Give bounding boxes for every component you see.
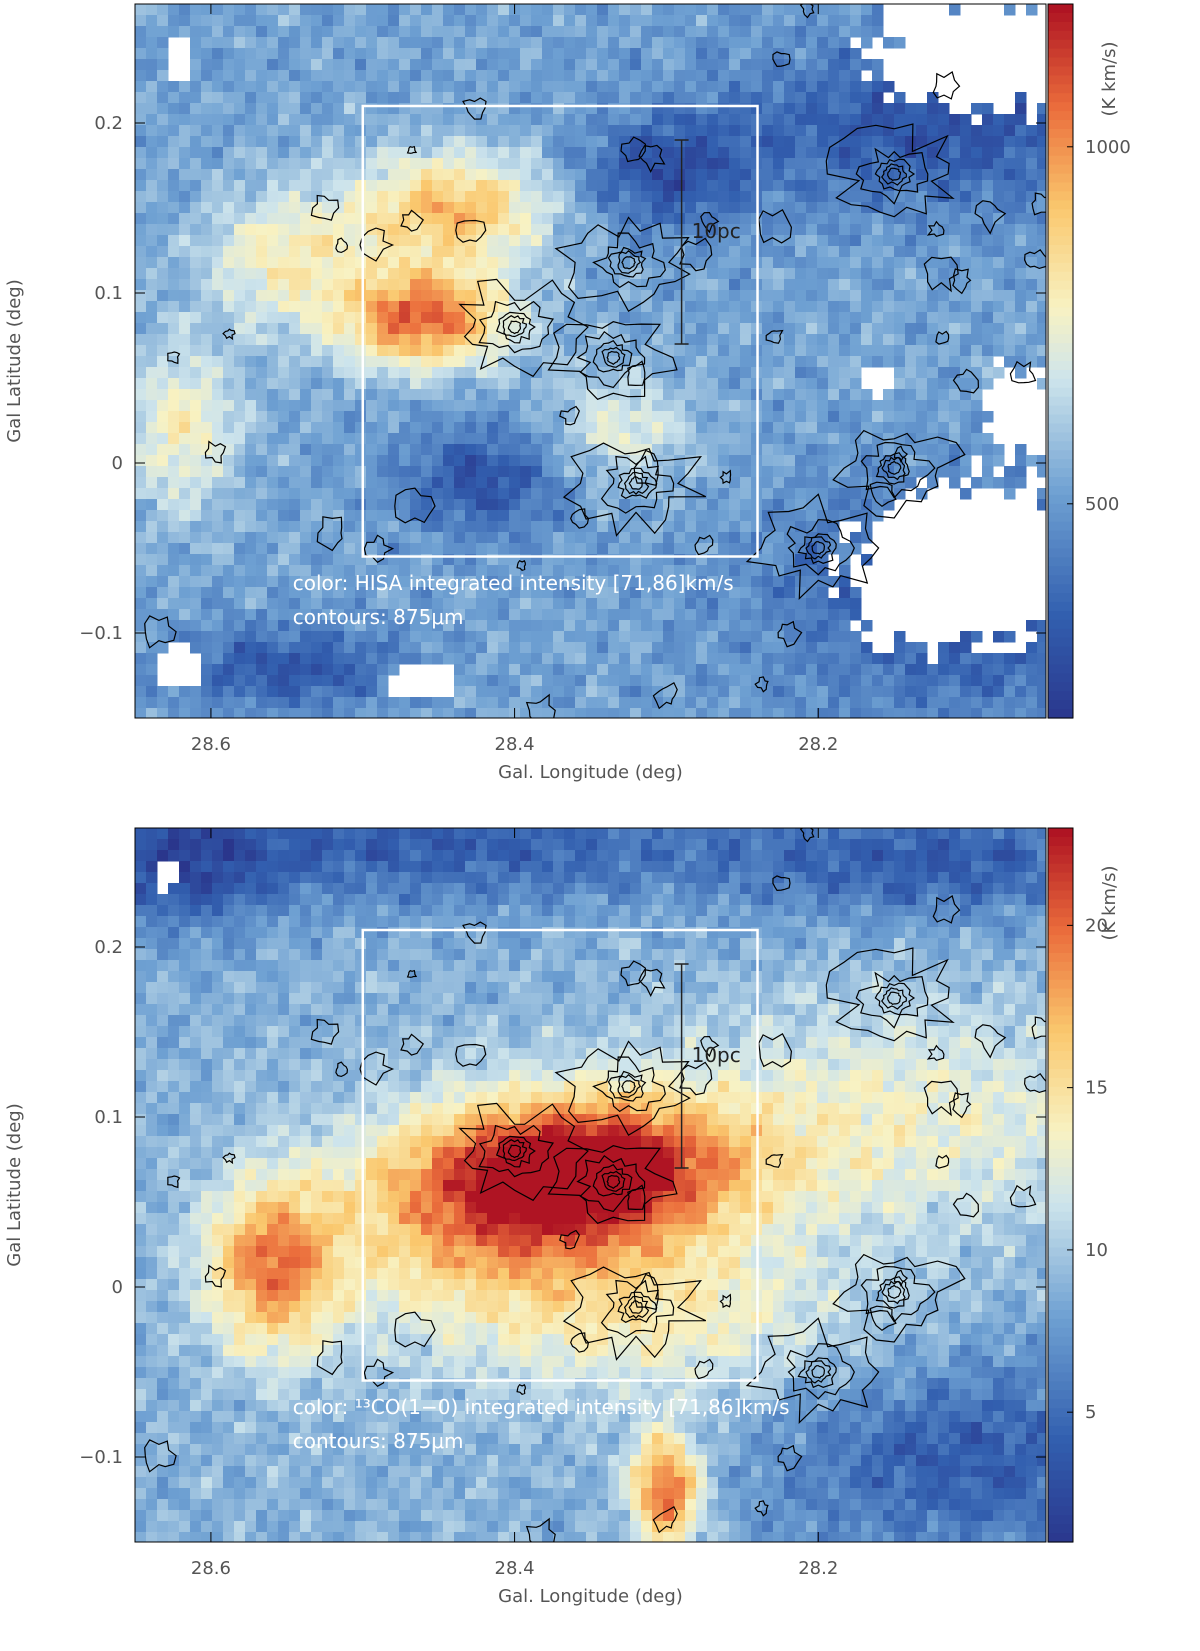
y-axis-label: Gal Latitude (deg): [4, 279, 25, 442]
y-tick-label: −0.1: [79, 1447, 123, 1468]
hisa-map-chart: 10pc color: HISA integrated intensity [71…: [0, 0, 1200, 823]
y-tick-label: −0.1: [79, 623, 123, 644]
colorbar-tick-label: 500: [1085, 494, 1119, 515]
colorbar-tick-label: 15: [1085, 1078, 1108, 1099]
heatmap-image: [135, 828, 1049, 1544]
y-tick-label: 0.2: [94, 937, 123, 958]
colorbar-label: (K km/s): [1099, 866, 1120, 941]
y-tick-label: 0.1: [94, 283, 123, 304]
annotation-color: color: HISA integrated intensity [71,86]…: [293, 571, 734, 595]
colorbar-tick-label: 5: [1085, 1402, 1096, 1423]
annotation-contours: contours: 875μm: [293, 1429, 464, 1453]
x-tick-label: 28.2: [798, 734, 838, 755]
annotation-contours: contours: 875μm: [293, 605, 464, 629]
co-map-chart: 10pc color: ¹³CO(1−0) integrated intensit…: [0, 824, 1200, 1647]
y-tick-label: 0.2: [94, 113, 123, 134]
x-tick-label: 28.4: [495, 1558, 535, 1579]
x-tick-label: 28.4: [495, 734, 535, 755]
colorbar-tick-label: 10: [1085, 1240, 1108, 1261]
x-tick-label: 28.6: [191, 734, 231, 755]
colorbar-label: (K km/s): [1099, 42, 1120, 117]
scale-bar-label: 10pc: [692, 219, 741, 243]
x-tick-label: 28.2: [798, 1558, 838, 1579]
colorbar: [1048, 4, 1073, 719]
x-axis-label: Gal. Longitude (deg): [498, 762, 683, 783]
y-axis-label: Gal Latitude (deg): [4, 1103, 25, 1266]
colorbar: [1048, 828, 1073, 1543]
x-axis-label: Gal. Longitude (deg): [498, 1586, 683, 1607]
colorbar-tick-label: 1000: [1085, 137, 1131, 158]
y-tick-label: 0: [112, 1277, 123, 1298]
y-tick-label: 0.1: [94, 1107, 123, 1128]
heatmap-image: [135, 4, 1049, 720]
y-tick-label: 0: [112, 453, 123, 474]
co-map-panel: 10pc color: ¹³CO(1−0) integrated intensit…: [0, 824, 1200, 1647]
annotation-color: color: ¹³CO(1−0) integrated intensity [7…: [293, 1395, 790, 1419]
hisa-map-panel: 10pc color: HISA integrated intensity [71…: [0, 0, 1200, 823]
x-tick-label: 28.6: [191, 1558, 231, 1579]
scale-bar-label: 10pc: [692, 1043, 741, 1067]
